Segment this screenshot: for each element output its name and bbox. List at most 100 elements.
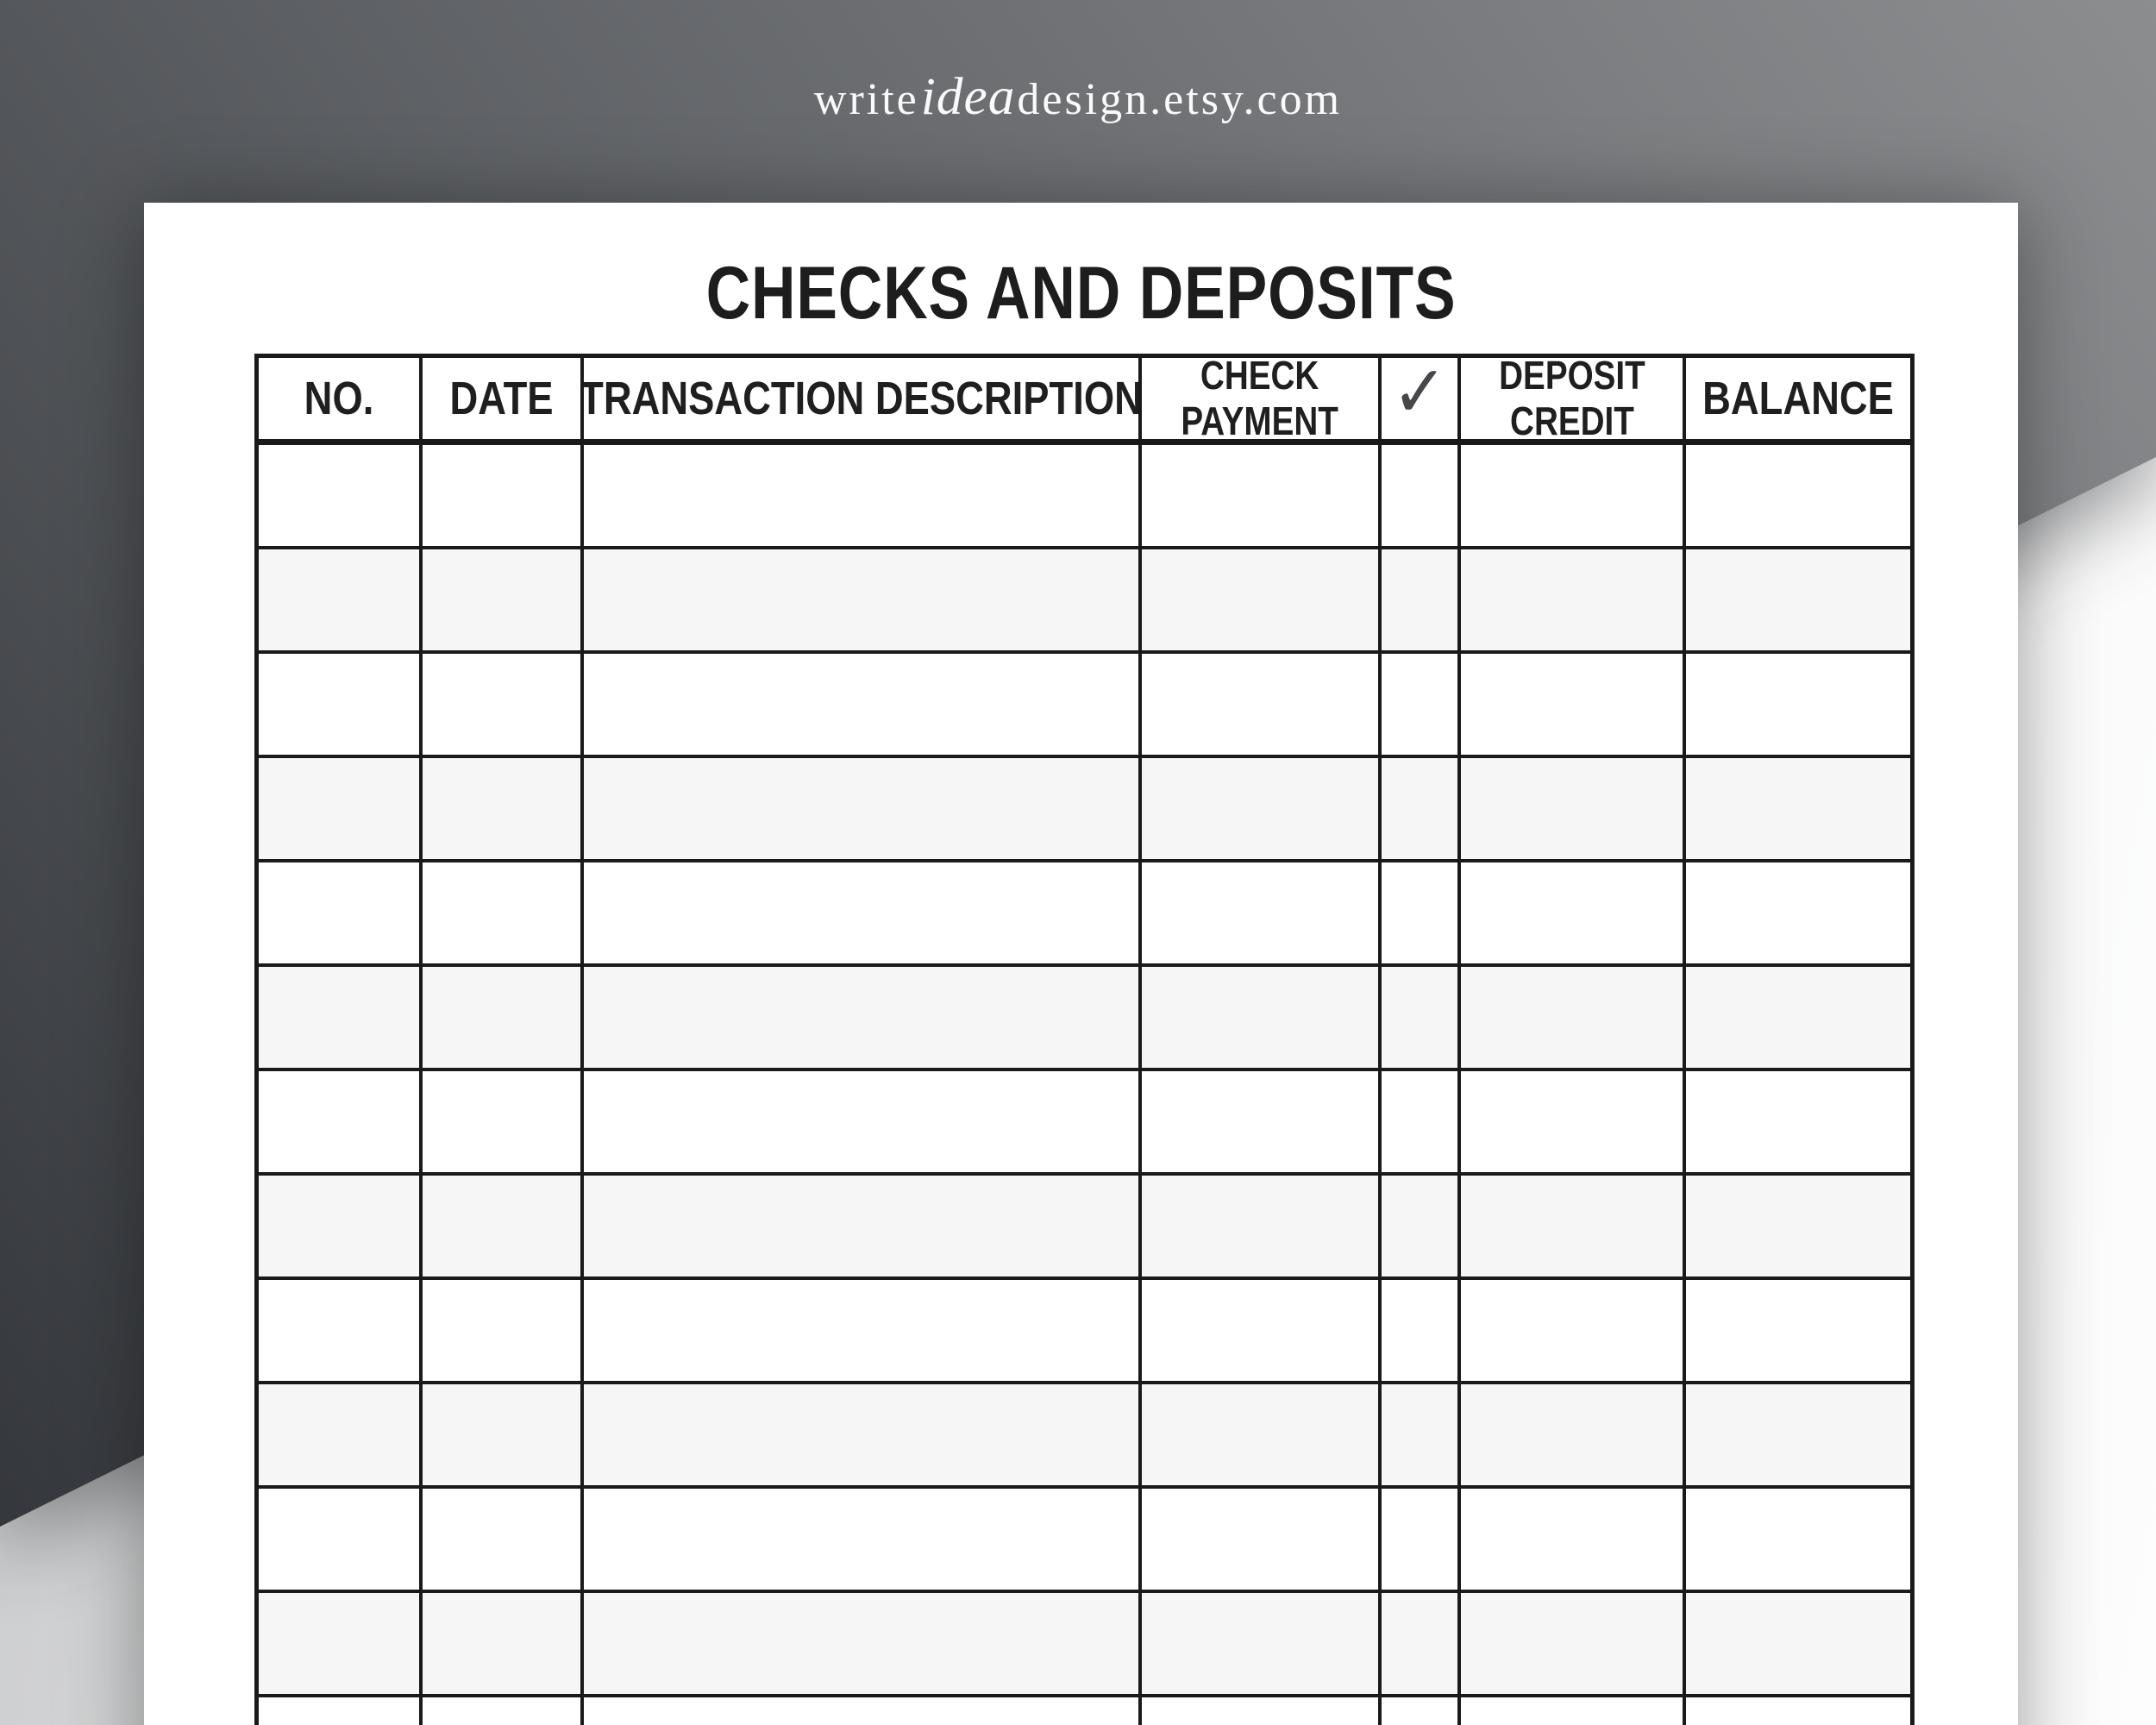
table-cell	[1683, 445, 1910, 546]
table-cell	[1138, 758, 1379, 859]
header-label-credit: CREDIT	[1509, 398, 1634, 439]
table-cell	[1138, 862, 1379, 963]
table-cell	[1138, 549, 1379, 650]
header-cell-no: NO.	[259, 358, 419, 439]
watermark-suffix: design.etsy.com	[1017, 75, 1343, 124]
header-cell-check-payment: CHECK PAYMENT	[1138, 358, 1379, 439]
table-cell	[1683, 1280, 1910, 1381]
table-cell	[580, 1071, 1138, 1172]
table-row	[259, 546, 1910, 650]
table-cell	[259, 1697, 419, 1725]
table-cell	[580, 1176, 1138, 1276]
table-cell	[580, 1489, 1138, 1590]
table-cell	[1683, 549, 1910, 650]
header-label-date: DATE	[449, 373, 554, 424]
table-cell	[259, 758, 419, 859]
table-cell	[259, 862, 419, 963]
table-cell	[580, 967, 1138, 1068]
table-cell	[580, 862, 1138, 963]
table-cell	[259, 654, 419, 755]
table-cell	[1683, 1697, 1910, 1725]
table-row	[259, 445, 1910, 546]
table-cell	[259, 549, 419, 650]
table-row	[259, 1694, 1910, 1725]
table-cell	[259, 967, 419, 1068]
table-cell	[1138, 1697, 1379, 1725]
table-cell	[1457, 1489, 1683, 1590]
table-cell	[259, 1071, 419, 1172]
table-cell	[1378, 1176, 1457, 1276]
table-cell	[418, 1280, 580, 1381]
table-cell	[1378, 758, 1457, 859]
table-cell	[1457, 1280, 1683, 1381]
table-cell	[418, 758, 580, 859]
table-cell	[1138, 1384, 1379, 1485]
header-cell-balance: BALANCE	[1683, 358, 1910, 439]
table-cell	[1378, 1489, 1457, 1590]
table-cell	[418, 549, 580, 650]
table-cell	[1683, 1593, 1910, 1694]
table-cell	[1457, 1071, 1683, 1172]
table-cell	[418, 967, 580, 1068]
table-row	[259, 1485, 1910, 1590]
table-cell	[418, 862, 580, 963]
table-cell	[1457, 758, 1683, 859]
table-cell	[259, 445, 419, 546]
table-row	[259, 755, 1910, 859]
table-cell	[259, 1593, 419, 1694]
header-cell-date: DATE	[418, 358, 580, 439]
table-cell	[418, 1697, 580, 1725]
table-cell	[1683, 967, 1910, 1068]
table-cell	[1378, 967, 1457, 1068]
table-cell	[580, 1384, 1138, 1485]
table-cell	[259, 1176, 419, 1276]
header-cell-deposit-credit: DEPOSIT CREDIT	[1457, 358, 1683, 439]
table-row	[259, 650, 1910, 755]
table-cell	[1378, 1071, 1457, 1172]
table-cell	[1683, 1176, 1910, 1276]
table-row	[259, 1381, 1910, 1485]
table-cell	[1138, 1071, 1379, 1172]
table-row	[259, 859, 1910, 963]
table-cell	[1457, 1384, 1683, 1485]
watermark-script-word: idea	[920, 67, 1016, 126]
table-cell	[1138, 445, 1379, 546]
table-cell	[418, 1489, 580, 1590]
table-cell	[418, 1071, 580, 1172]
table-row	[259, 1276, 1910, 1381]
table-cell	[580, 445, 1138, 546]
table-cell	[418, 654, 580, 755]
table-cell	[1683, 1384, 1910, 1485]
header-label-check-payment: CHECK PAYMENT	[1181, 358, 1339, 439]
table-cell	[259, 1489, 419, 1590]
table-header-row: NO. DATE TRANSACTION DESCRIPTION CHECK P…	[259, 358, 1910, 445]
table-cell	[1457, 445, 1683, 546]
table-cell	[1138, 1489, 1379, 1590]
header-cell-cleared: ✓	[1378, 358, 1457, 439]
header-label-check: CHECK	[1200, 358, 1319, 398]
table-cell	[1457, 967, 1683, 1068]
checks-and-deposits-table: NO. DATE TRANSACTION DESCRIPTION CHECK P…	[254, 354, 1915, 1725]
table-row	[259, 1172, 1910, 1276]
table-cell	[1138, 654, 1379, 755]
table-cell	[1378, 1384, 1457, 1485]
table-cell	[580, 1593, 1138, 1694]
table-cell	[580, 1697, 1138, 1725]
header-label-description: TRANSACTION DESCRIPTION	[580, 373, 1138, 424]
header-cell-description: TRANSACTION DESCRIPTION	[580, 358, 1138, 439]
table-cell	[418, 1593, 580, 1694]
table-cell	[259, 1384, 419, 1485]
table-cell	[1138, 1280, 1379, 1381]
table-cell	[1457, 1593, 1683, 1694]
table-cell	[1378, 445, 1457, 546]
table-cell	[1138, 1593, 1379, 1694]
page-title: CHECKS AND DEPOSITS	[705, 252, 1457, 335]
header-label-deposit: DEPOSIT	[1498, 358, 1645, 398]
header-label-balance: BALANCE	[1702, 373, 1895, 424]
table-cell	[1457, 1176, 1683, 1276]
table-cell	[1457, 654, 1683, 755]
table-cell	[418, 1384, 580, 1485]
table-cell	[1683, 1489, 1910, 1590]
header-label-no: NO.	[304, 373, 374, 424]
